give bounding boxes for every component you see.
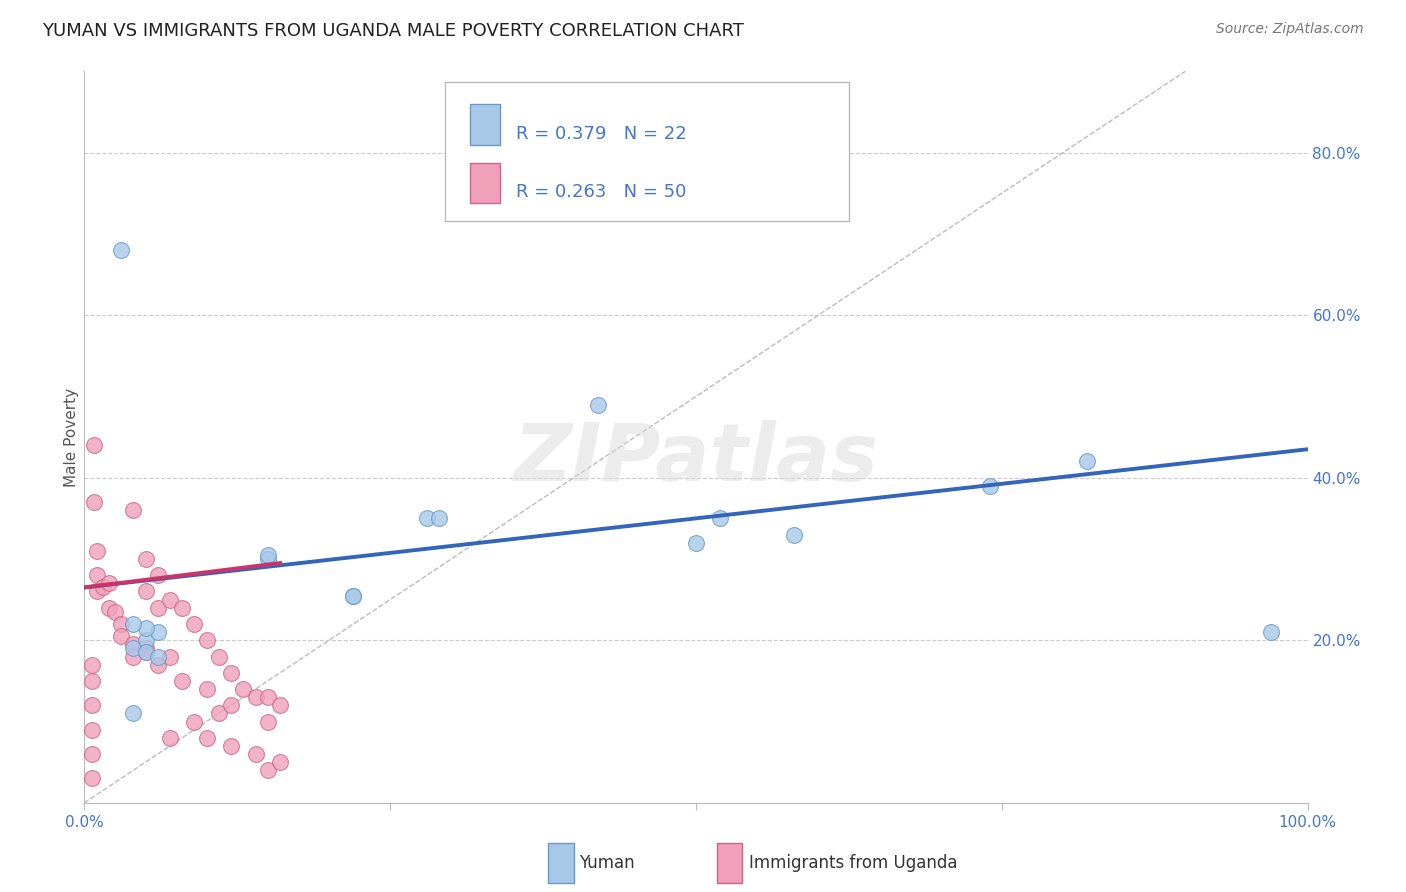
Point [586, 398, 609, 412]
Point [146, 625, 169, 640]
Point [183, 617, 205, 632]
Point [83, 495, 105, 509]
Point [122, 617, 145, 632]
Point [416, 511, 439, 525]
Point [232, 681, 254, 696]
Point [219, 698, 242, 713]
Point [146, 568, 169, 582]
Point [122, 641, 145, 656]
Point [135, 621, 157, 635]
Point [80, 657, 103, 672]
Point [86, 584, 108, 599]
Point [122, 503, 145, 517]
Point [783, 527, 806, 541]
Text: Immigrants from Uganda: Immigrants from Uganda [749, 855, 957, 872]
Point [195, 681, 218, 696]
Point [135, 641, 157, 656]
Point [135, 584, 157, 599]
Point [1076, 454, 1098, 468]
Point [219, 665, 242, 680]
Point [342, 589, 364, 603]
FancyBboxPatch shape [446, 82, 849, 221]
Point [110, 629, 132, 643]
Point [122, 637, 145, 651]
Point [80, 698, 103, 713]
Point [195, 731, 218, 745]
Point [135, 645, 157, 659]
Point [1260, 625, 1282, 640]
Text: Source: ZipAtlas.com: Source: ZipAtlas.com [1216, 22, 1364, 37]
Text: ZIPatlas: ZIPatlas [513, 420, 879, 498]
Point [135, 552, 157, 566]
Point [172, 600, 194, 615]
Point [110, 243, 132, 257]
Point [135, 645, 157, 659]
Point [208, 706, 231, 721]
Bar [470, 104, 501, 145]
Point [104, 605, 127, 619]
Point [208, 649, 231, 664]
Point [269, 755, 291, 769]
Point [159, 731, 181, 745]
Point [245, 747, 267, 761]
Point [245, 690, 267, 705]
Point [83, 438, 105, 452]
Text: R = 0.263   N = 50: R = 0.263 N = 50 [516, 183, 686, 202]
Point [172, 673, 194, 688]
Point [86, 544, 108, 558]
Point [80, 747, 103, 761]
Point [86, 568, 108, 582]
Text: YUMAN VS IMMIGRANTS FROM UGANDA MALE POVERTY CORRELATION CHART: YUMAN VS IMMIGRANTS FROM UGANDA MALE POV… [42, 22, 744, 40]
Text: R = 0.379   N = 22: R = 0.379 N = 22 [516, 125, 688, 143]
Point [709, 511, 731, 525]
Point [269, 698, 291, 713]
Point [122, 706, 145, 721]
Point [146, 600, 169, 615]
Bar [470, 163, 501, 203]
Point [257, 690, 280, 705]
Point [427, 511, 450, 525]
Point [110, 617, 132, 632]
Point [257, 552, 280, 566]
Point [257, 548, 280, 562]
Point [195, 633, 218, 648]
Point [146, 649, 169, 664]
Point [80, 772, 103, 786]
Point [257, 714, 280, 729]
Text: Yuman: Yuman [579, 855, 636, 872]
Point [80, 673, 103, 688]
Point [97, 600, 120, 615]
Point [159, 649, 181, 664]
Point [342, 589, 364, 603]
Point [219, 739, 242, 753]
Point [91, 581, 114, 595]
Point [135, 633, 157, 648]
Point [685, 535, 707, 549]
Point [97, 576, 120, 591]
Point [122, 649, 145, 664]
Point [80, 723, 103, 737]
Point [979, 479, 1001, 493]
Point [183, 714, 205, 729]
Point [159, 592, 181, 607]
Y-axis label: Male Poverty: Male Poverty [63, 387, 79, 487]
Point [146, 657, 169, 672]
Point [257, 764, 280, 778]
